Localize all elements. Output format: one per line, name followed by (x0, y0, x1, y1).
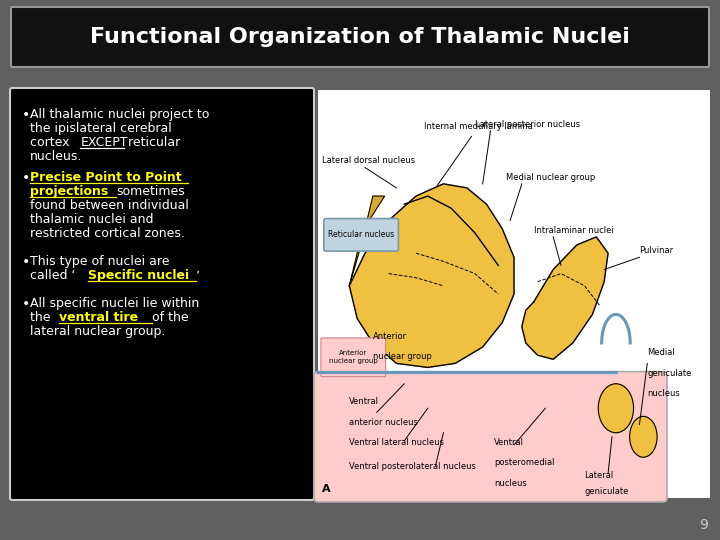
Text: Specific nuclei: Specific nuclei (88, 269, 189, 282)
Polygon shape (349, 196, 384, 286)
Text: nucleus.: nucleus. (30, 150, 82, 163)
Text: lateral nuclear group.: lateral nuclear group. (30, 325, 166, 338)
Text: Internal medullary lamina: Internal medullary lamina (424, 122, 533, 186)
Text: reticular: reticular (124, 136, 180, 149)
Ellipse shape (598, 384, 634, 433)
Text: Anterior: Anterior (373, 332, 407, 341)
Ellipse shape (629, 416, 657, 457)
Text: ventral tire: ventral tire (59, 311, 143, 324)
Text: nucleus: nucleus (647, 389, 680, 398)
Text: Pulvinar: Pulvinar (639, 246, 674, 255)
FancyBboxPatch shape (321, 338, 386, 376)
Text: projections: projections (30, 185, 112, 198)
Text: called ‘: called ‘ (30, 269, 76, 282)
Text: Ventral: Ventral (349, 397, 379, 406)
Text: Reticular nucleus: Reticular nucleus (328, 231, 395, 239)
Text: Intralaminar nuclei: Intralaminar nuclei (534, 226, 613, 235)
Text: •: • (22, 171, 30, 185)
Text: All thalamic nuclei project to: All thalamic nuclei project to (30, 108, 210, 121)
Text: EXCEPT: EXCEPT (81, 136, 128, 149)
Text: All specific nuclei lie within: All specific nuclei lie within (30, 297, 199, 310)
Text: Medial nuclear group: Medial nuclear group (506, 173, 595, 182)
Text: Lateral posterior nucleus: Lateral posterior nucleus (474, 120, 580, 129)
FancyBboxPatch shape (314, 372, 667, 502)
Text: sometimes: sometimes (117, 185, 185, 198)
Text: nuclear group: nuclear group (373, 352, 432, 361)
Text: ’: ’ (196, 269, 199, 282)
Text: Anterior
nuclear group: Anterior nuclear group (329, 350, 378, 364)
FancyBboxPatch shape (318, 90, 710, 498)
Text: Precise Point to Point: Precise Point to Point (30, 171, 181, 184)
Text: of the: of the (153, 311, 189, 324)
Polygon shape (349, 184, 514, 367)
Text: Ventral: Ventral (495, 438, 524, 447)
Text: •: • (22, 297, 30, 311)
Text: Ventral posterolateral nucleus: Ventral posterolateral nucleus (349, 462, 476, 471)
Text: geniculate: geniculate (585, 487, 629, 496)
Text: thalamic nuclei and: thalamic nuclei and (30, 213, 153, 226)
Text: This type of nuclei are: This type of nuclei are (30, 255, 169, 268)
Text: found between individual: found between individual (30, 199, 189, 212)
Text: cortex: cortex (30, 136, 73, 149)
Text: A: A (322, 484, 330, 494)
Text: geniculate: geniculate (647, 369, 692, 377)
Text: the ipislateral cerebral: the ipislateral cerebral (30, 122, 172, 135)
FancyBboxPatch shape (11, 7, 709, 67)
Text: nucleus: nucleus (495, 479, 527, 488)
FancyBboxPatch shape (10, 88, 314, 500)
Text: restricted cortical zones.: restricted cortical zones. (30, 227, 185, 240)
Text: the: the (30, 311, 55, 324)
Text: Medial: Medial (647, 348, 675, 357)
Text: •: • (22, 255, 30, 269)
Text: •: • (22, 108, 30, 122)
Text: Ventral lateral nucleus: Ventral lateral nucleus (349, 438, 444, 447)
Text: Functional Organization of Thalamic Nuclei: Functional Organization of Thalamic Nucl… (90, 27, 630, 47)
Text: Lateral: Lateral (585, 470, 614, 480)
Text: 9: 9 (699, 518, 708, 532)
FancyBboxPatch shape (324, 219, 398, 251)
Text: posteromedial: posteromedial (495, 458, 555, 467)
Polygon shape (522, 237, 608, 359)
Text: anterior nucleus: anterior nucleus (349, 417, 418, 427)
Text: Lateral dorsal nucleus: Lateral dorsal nucleus (322, 157, 415, 165)
